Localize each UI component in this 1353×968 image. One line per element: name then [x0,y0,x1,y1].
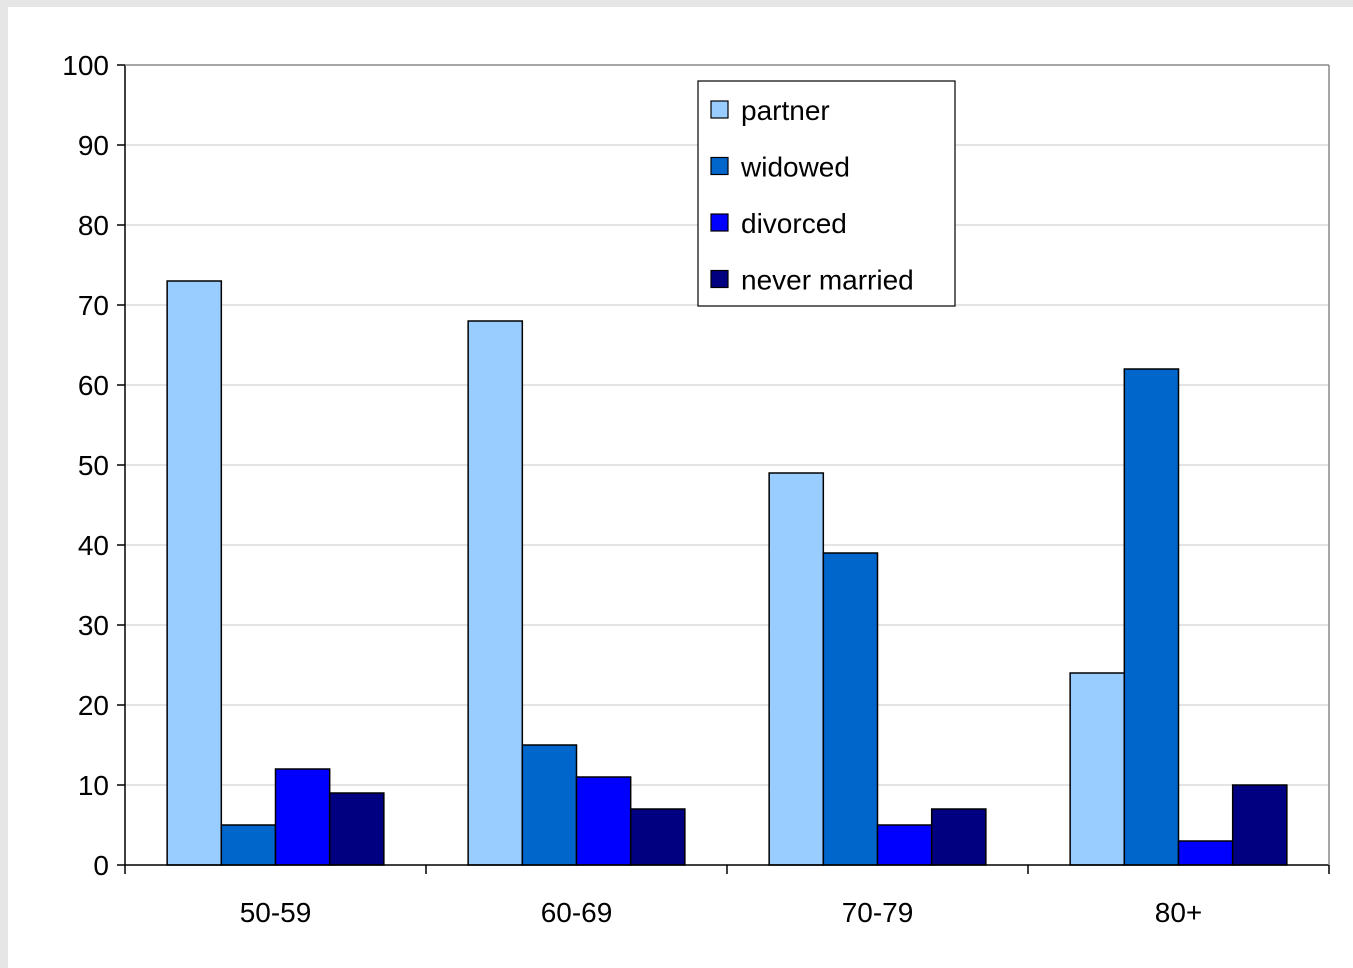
axes [124,64,1330,866]
y-tick-label: 30 [78,610,109,641]
x-category-label: 50-59 [240,897,312,928]
y-tick-label: 70 [78,290,109,321]
y-tick-label: 0 [93,850,109,881]
legend-label-widowed: widowed [740,152,850,183]
legend-swatch-never-married [710,269,729,289]
legend-box [697,80,956,307]
bar-divorced-70-79 [876,824,933,866]
chart-canvas: 0 10 20 30 40 50 60 70 80 90 100 50-59 60-69 70-79 80… [8,7,1353,968]
bar-never-married-70-79 [930,808,987,866]
x-category-label: 70-79 [842,897,914,928]
bar-widowed-70-79 [822,552,879,866]
bar-divorced-50-59 [274,768,331,866]
y-axis-ticks: 0 10 20 30 40 50 60 70 80 90 100 [62,50,125,881]
bar-chart: 0 10 20 30 40 50 60 70 80 90 100 50-59 60-69 70-79 80… [62,50,1330,928]
bar-never-married-60-69 [629,808,686,866]
x-category-label: 60-69 [541,897,613,928]
legend-label-divorced: divorced [741,208,847,239]
y-tick-label: 60 [78,370,109,401]
bar-never-married-80+ [1231,784,1288,866]
bar-partner-50-59 [166,280,223,866]
bar-partner-60-69 [467,320,524,866]
legend-swatch-widowed [710,156,729,176]
legend-label-never-married: never married [741,265,914,296]
x-axis-ticks: 50-59 60-69 70-79 80+ [124,865,1330,928]
bar-widowed-60-69 [521,744,578,866]
y-tick-label: 80 [78,210,109,241]
bar-partner-70-79 [768,472,825,866]
y-tick-label: 10 [78,770,109,801]
legend-swatch-divorced [710,213,729,232]
y-tick-label: 90 [78,130,109,161]
legend-label-partner: partner [741,95,830,126]
bar-divorced-60-69 [575,776,632,866]
y-tick-label: 20 [78,690,109,721]
y-tick-label: 40 [78,530,109,561]
y-tick-label: 50 [78,450,109,481]
bar-never-married-50-59 [328,792,385,866]
y-tick-label: 100 [62,50,109,81]
legend-swatch-partner [710,100,729,119]
legend: partner widowed divorced never married [697,80,956,307]
x-category-label: 80+ [1155,897,1203,928]
bar-divorced-80+ [1177,840,1234,866]
bar-widowed-50-59 [220,824,277,866]
bar-partner-80+ [1069,672,1126,866]
bars [166,280,1288,866]
bar-widowed-80+ [1123,368,1180,866]
